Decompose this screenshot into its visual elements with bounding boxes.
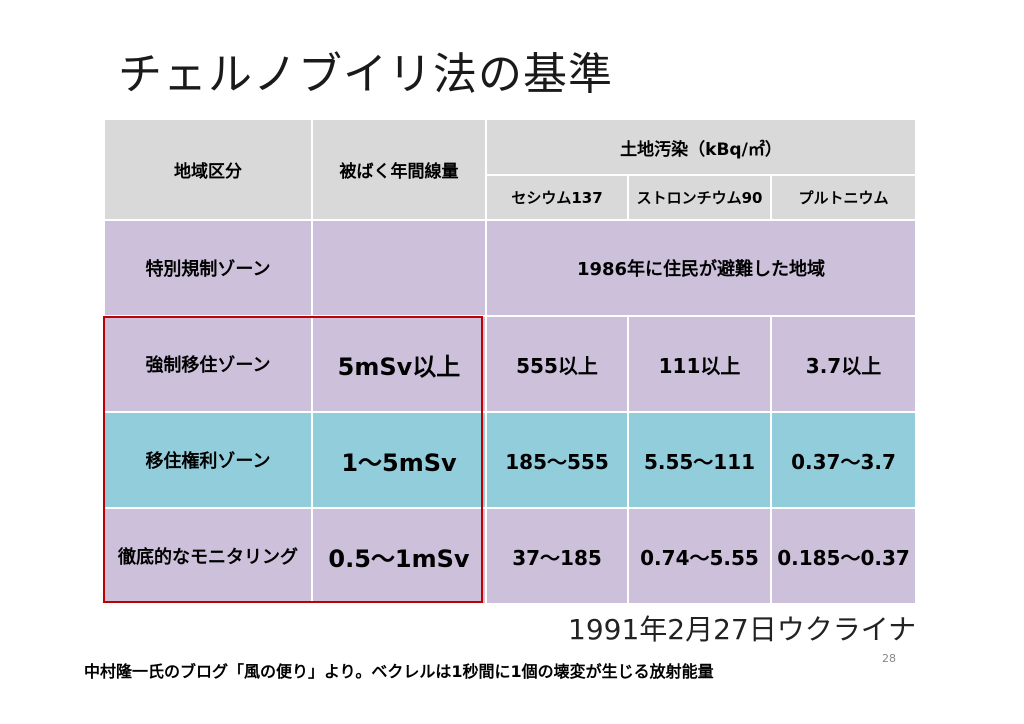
header-strontium: ストロンチウム90: [627, 174, 772, 221]
table-row: 強制移住ゾーン 5mSv以上 555以上 111以上 3.7以上: [103, 315, 918, 413]
dose-cell: 5mSv以上: [311, 315, 487, 413]
page-number: 28: [882, 652, 896, 665]
zone-cell: 強制移住ゾーン: [103, 315, 313, 413]
date-caption: 1991年2月27日ウクライナ: [568, 613, 917, 646]
cesium-cell: 555以上: [485, 315, 629, 413]
cesium-cell: 185～555: [485, 411, 629, 509]
slide-title: チェルノブイリ法の基準: [118, 49, 613, 100]
zone-cell: 移住権利ゾーン: [103, 411, 313, 509]
dose-cell: [311, 219, 487, 317]
table-row: 特別規制ゾーン 1986年に住民が避難した地域: [103, 219, 918, 317]
evacuated-area-cell: 1986年に住民が避難した地域: [484, 219, 918, 317]
header-region: 地域区分: [103, 118, 313, 221]
source-footnote: 中村隆一氏のブログ「風の便り」より。ベクレルは1秒間に1個の壊変が生じる放射能量: [84, 662, 714, 681]
strontium-cell: 5.55～111: [627, 411, 772, 509]
dose-cell: 1～5mSv: [311, 411, 487, 509]
strontium-cell: 111以上: [627, 315, 772, 413]
header-plutonium: プルトニウム: [769, 174, 918, 221]
criteria-table: 地域区分 被ばく年間線量 土地汚染（kBq/㎡） セシウム137 ストロンチウム…: [103, 118, 918, 605]
zone-cell: 特別規制ゾーン: [103, 219, 313, 317]
table-row: 徹底的なモニタリング 0.5～1mSv 37～185 0.74～5.55 0.1…: [103, 507, 918, 605]
plutonium-cell: 3.7以上: [769, 315, 918, 413]
header-soil-contamination: 土地汚染（kBq/㎡）: [484, 118, 918, 176]
table-row: 移住権利ゾーン 1～5mSv 185～555 5.55～111 0.37～3.7: [103, 411, 918, 509]
strontium-cell: 0.74～5.55: [627, 507, 772, 605]
plutonium-cell: 0.185～0.37: [769, 507, 918, 605]
header-annual-dose: 被ばく年間線量: [311, 118, 487, 221]
zone-cell: 徹底的なモニタリング: [103, 507, 313, 605]
header-cesium: セシウム137: [485, 174, 629, 221]
dose-cell: 0.5～1mSv: [311, 507, 487, 605]
cesium-cell: 37～185: [485, 507, 629, 605]
plutonium-cell: 0.37～3.7: [769, 411, 918, 509]
